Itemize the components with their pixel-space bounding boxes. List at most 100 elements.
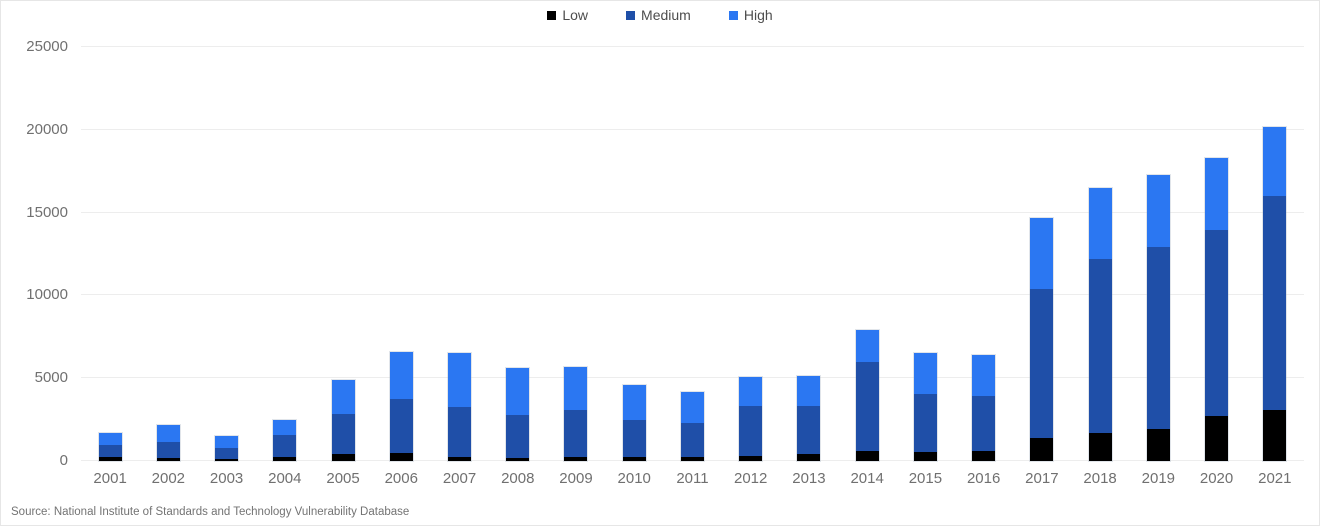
bar-2015-medium-segment xyxy=(913,393,937,452)
bar-2020-medium-segment xyxy=(1205,229,1229,417)
bar-2017-low-segment xyxy=(1030,437,1054,461)
bar-2015-low-segment xyxy=(913,451,937,461)
bar-2003 xyxy=(215,436,239,461)
bar-2007-high-segment xyxy=(448,353,472,408)
bar-2014-low-segment xyxy=(855,451,879,461)
legend-item-medium[interactable]: Medium xyxy=(626,7,691,23)
bar-2010-high-segment xyxy=(622,384,646,420)
bar-2008-high-segment xyxy=(506,368,530,415)
bar-2009 xyxy=(564,366,588,461)
legend-item-high[interactable]: High xyxy=(728,7,773,23)
bar-2014 xyxy=(855,330,879,461)
x-axis-label-2002: 2002 xyxy=(151,470,186,487)
bar-2008-low-segment xyxy=(506,457,530,461)
gridline-10000 xyxy=(81,294,1304,296)
bar-2006-high-segment xyxy=(389,351,413,399)
bar-2015 xyxy=(913,353,937,461)
legend-swatch-icon xyxy=(728,10,738,20)
bar-slot-2010 xyxy=(605,47,663,461)
bar-2007-medium-segment xyxy=(448,407,472,457)
bar-2011-medium-segment xyxy=(680,422,704,457)
x-axis-label-2005: 2005 xyxy=(326,470,360,487)
legend-item-low[interactable]: Low xyxy=(547,7,588,23)
bar-2006-medium-segment xyxy=(389,398,413,453)
bar-2002-high-segment xyxy=(156,425,180,442)
x-axis-label-2021: 2021 xyxy=(1258,470,1292,487)
bar-slot-2011 xyxy=(663,47,721,461)
bar-2009-low-segment xyxy=(564,456,588,461)
bar-2018 xyxy=(1088,187,1112,461)
y-axis-label: 15000 xyxy=(26,203,68,221)
x-axis-label-2007: 2007 xyxy=(442,470,477,487)
bar-slot-2001 xyxy=(81,47,139,461)
bar-2002-medium-segment xyxy=(156,441,180,458)
bar-2013 xyxy=(797,375,821,461)
x-axis-label-2011: 2011 xyxy=(676,470,709,487)
bar-2011-low-segment xyxy=(680,456,704,461)
bar-2009-high-segment xyxy=(564,366,588,411)
bar-2010 xyxy=(622,384,646,461)
bar-2019-medium-segment xyxy=(1146,246,1170,429)
bar-2008 xyxy=(506,368,530,461)
plot-area: 0 5000 10000 15000 20000 25000 xyxy=(26,39,1304,469)
bar-slot-2016 xyxy=(955,47,1013,461)
bar-2013-high-segment xyxy=(797,375,821,406)
bar-2002 xyxy=(156,425,180,461)
x-axis-label-2001: 2001 xyxy=(93,470,127,487)
bar-2021-medium-segment xyxy=(1263,196,1287,410)
bar-2003-high-segment xyxy=(215,436,239,448)
legend-label: Medium xyxy=(641,7,691,23)
x-axis-label-2014: 2014 xyxy=(850,470,884,487)
x-axis-label-2009: 2009 xyxy=(559,470,593,487)
bar-2005 xyxy=(331,379,355,461)
legend-swatch-icon xyxy=(547,10,557,20)
source-caption: Source: National Institute of Standards … xyxy=(11,506,410,518)
y-axis-label: 20000 xyxy=(26,120,68,138)
bar-2017-high-segment xyxy=(1030,217,1054,289)
x-axis-label-2017: 2017 xyxy=(1025,470,1059,487)
x-axis-labels: 2001 2002 2003 2004 2005 2006 2007 2008 2009 2010… xyxy=(81,469,1304,489)
bar-slot-2019 xyxy=(1129,47,1187,461)
bar-2012-low-segment xyxy=(739,456,763,461)
x-axis-label-2010: 2010 xyxy=(617,470,651,487)
bar-2005-low-segment xyxy=(331,453,355,461)
y-axis-label: 0 xyxy=(59,452,68,469)
bar-2013-low-segment xyxy=(797,454,821,461)
bar-2002-low-segment xyxy=(156,457,180,461)
gridline-20000 xyxy=(81,128,1304,130)
legend-label: Low xyxy=(562,7,589,23)
bar-2014-high-segment xyxy=(855,330,879,363)
bar-2019-high-segment xyxy=(1146,174,1170,247)
bar-2018-high-segment xyxy=(1088,187,1112,259)
bar-slot-2021 xyxy=(1246,47,1304,461)
bar-2018-low-segment xyxy=(1088,432,1112,461)
bar-slot-2014 xyxy=(838,47,896,461)
x-axis-label-2020: 2020 xyxy=(1199,470,1234,487)
bar-2006-low-segment xyxy=(389,452,413,461)
x-axis-label-2015: 2015 xyxy=(908,470,943,487)
bar-2012 xyxy=(739,376,763,461)
bar-2012-high-segment xyxy=(739,376,763,407)
bar-2001-medium-segment xyxy=(98,444,122,458)
y-axis-label: 25000 xyxy=(26,38,68,55)
bar-2019-low-segment xyxy=(1146,428,1170,461)
bar-2007 xyxy=(448,353,472,461)
bar-2004-high-segment xyxy=(273,420,297,435)
bar-slot-2009 xyxy=(547,47,605,461)
bar-2004-medium-segment xyxy=(273,434,297,457)
bar-2020-low-segment xyxy=(1205,416,1229,461)
bar-slot-2007 xyxy=(430,47,488,461)
bar-slot-2020 xyxy=(1187,47,1245,461)
bar-2004-low-segment xyxy=(273,456,297,461)
bar-2017 xyxy=(1030,217,1054,461)
bar-2007-low-segment xyxy=(448,456,472,461)
bar-2011-high-segment xyxy=(680,392,704,423)
x-axis-label-2004: 2004 xyxy=(268,470,302,487)
bar-2019 xyxy=(1146,174,1170,461)
bar-2021-low-segment xyxy=(1263,409,1287,461)
bars xyxy=(81,47,1304,461)
bar-2017-medium-segment xyxy=(1030,288,1054,438)
bar-2003-medium-segment xyxy=(215,447,239,460)
x-axis-label-2018: 2018 xyxy=(1083,470,1117,487)
bar-2020-high-segment xyxy=(1205,157,1229,230)
